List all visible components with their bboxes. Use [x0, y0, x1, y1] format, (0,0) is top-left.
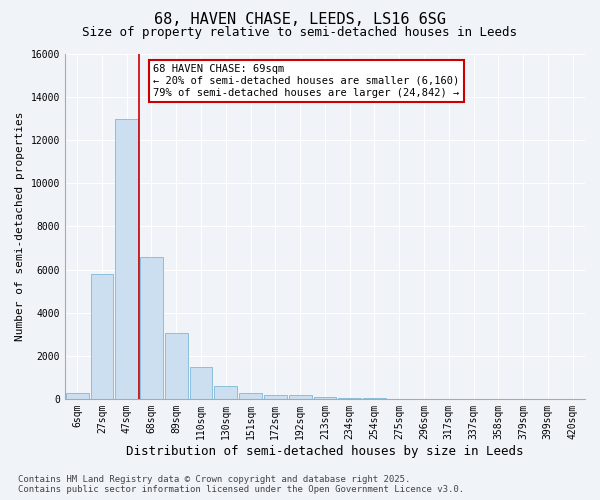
- Text: Size of property relative to semi-detached houses in Leeds: Size of property relative to semi-detach…: [83, 26, 517, 39]
- Bar: [214, 386, 237, 399]
- Bar: [338, 398, 361, 399]
- Text: 68 HAVEN CHASE: 69sqm
← 20% of semi-detached houses are smaller (6,160)
79% of s: 68 HAVEN CHASE: 69sqm ← 20% of semi-deta…: [153, 64, 460, 98]
- Text: 68, HAVEN CHASE, LEEDS, LS16 6SG: 68, HAVEN CHASE, LEEDS, LS16 6SG: [154, 12, 446, 28]
- Bar: [314, 397, 336, 399]
- Y-axis label: Number of semi-detached properties: Number of semi-detached properties: [15, 112, 25, 341]
- Bar: [91, 274, 113, 399]
- Text: Contains HM Land Registry data © Crown copyright and database right 2025.
Contai: Contains HM Land Registry data © Crown c…: [18, 474, 464, 494]
- Bar: [239, 392, 262, 399]
- Bar: [289, 396, 311, 399]
- Bar: [115, 118, 138, 399]
- Bar: [165, 333, 188, 399]
- Bar: [140, 256, 163, 399]
- Bar: [264, 394, 287, 399]
- X-axis label: Distribution of semi-detached houses by size in Leeds: Distribution of semi-detached houses by …: [126, 444, 524, 458]
- Bar: [190, 367, 212, 399]
- Bar: [66, 393, 89, 399]
